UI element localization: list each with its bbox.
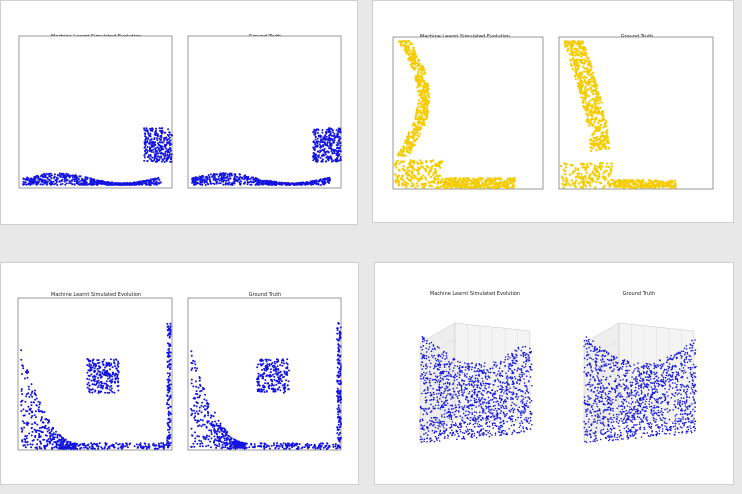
cube-grid xyxy=(583,322,695,444)
figure-card-3d-fluid: Machine Learnt Simulated Evolution Groun… xyxy=(374,262,734,485)
subplot-left-3d: Machine Learnt Simulated Evolution xyxy=(419,291,533,444)
particle-cloud xyxy=(559,40,677,190)
subplot-right: Ground Truth xyxy=(187,292,342,451)
subplot-right: Ground Truth xyxy=(187,34,342,189)
subplot-left: Machine Learnt Simulated Evolution xyxy=(17,292,173,451)
particle-cloud xyxy=(191,127,342,186)
particle-cloud xyxy=(22,127,173,186)
particle-cloud xyxy=(419,336,533,443)
figure-canvas: Machine Learnt Simulated Evolution Groun… xyxy=(18,34,342,189)
subplot-title: Machine Learnt Simulated Evolution xyxy=(430,291,520,297)
subplot-left: Machine Learnt Simulated Evolution xyxy=(392,34,544,190)
particle-cloud xyxy=(190,322,342,450)
subplot-title: Machine Learnt Simulated Evolution xyxy=(51,292,141,298)
subplot-title: Ground Truth xyxy=(249,292,282,298)
subplot-title: Ground Truth xyxy=(623,291,656,297)
figure-card-sand-box: Machine Learnt Simulated Evolution Groun… xyxy=(0,262,359,485)
subplot-left: Machine Learnt Simulated Evolution xyxy=(18,34,173,189)
figure-card-dambreak: Machine Learnt Simulated Evolution Groun… xyxy=(0,0,358,225)
particle-cloud xyxy=(583,336,697,444)
figure-canvas: Machine Learnt Simulated Evolution Groun… xyxy=(17,292,342,451)
subplot-right: Ground Truth xyxy=(558,34,714,190)
figure-card-water-wave: Machine Learnt Simulated Evolution Groun… xyxy=(372,0,734,223)
particle-cloud xyxy=(20,322,172,450)
figure-canvas: Machine Learnt Simulated Evolution Groun… xyxy=(419,291,697,444)
particle-cloud xyxy=(394,39,516,190)
figure-canvas: Machine Learnt Simulated Evolution Groun… xyxy=(392,34,714,190)
subplot-right-3d: Ground Truth xyxy=(583,291,697,444)
